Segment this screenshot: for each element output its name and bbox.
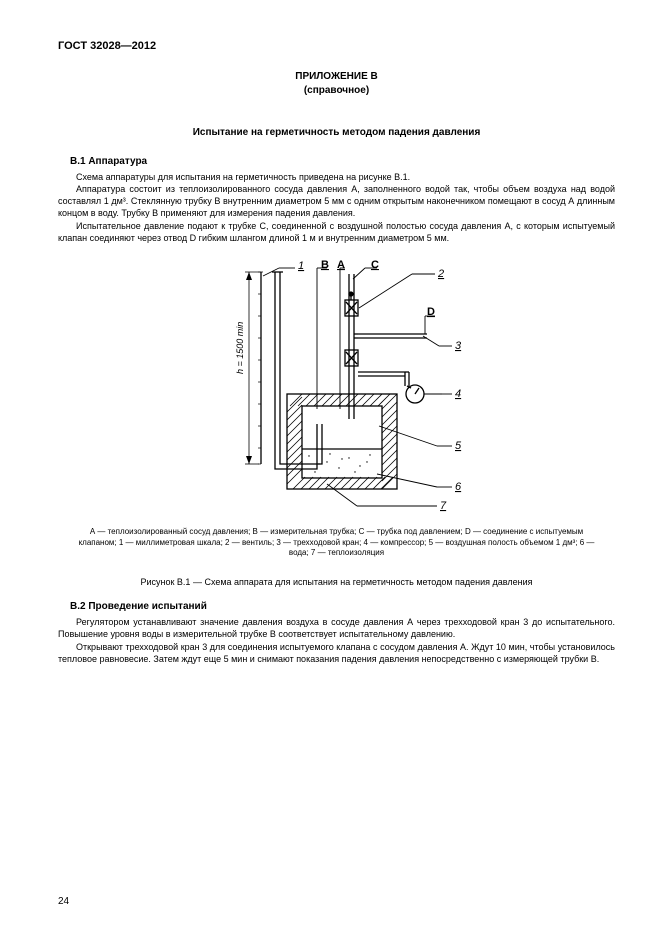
callout-1: 1 xyxy=(298,260,304,272)
label-a: A xyxy=(337,259,345,271)
document-header: ГОСТ 32028—2012 xyxy=(58,40,615,52)
para-b1-1: Схема аппаратуры для испытания на гермет… xyxy=(58,171,615,183)
page: ГОСТ 32028—2012 ПРИЛОЖЕНИЕ В (справочное… xyxy=(0,0,661,935)
callout-7: 7 xyxy=(440,500,447,512)
appendix-line2: (справочное) xyxy=(304,85,369,96)
para-b2-2: Открывают трехходовой кран 3 для соедине… xyxy=(58,641,615,665)
appendix-line1: ПРИЛОЖЕНИЕ В xyxy=(295,71,378,82)
figure-b1: h = 1500 min xyxy=(58,254,615,587)
label-c: C xyxy=(371,259,379,271)
callout-3: 3 xyxy=(455,340,462,352)
figure-legend-text: А — теплоизолированный сосуд давления; В… xyxy=(79,527,595,558)
section-b1-title: В.1 Аппаратура xyxy=(70,156,615,167)
label-d: D xyxy=(427,306,435,318)
callout-2: 2 xyxy=(437,268,444,280)
figure-caption: Рисунок В.1 — Схема аппарата для испытан… xyxy=(58,577,615,587)
para-b2-1: Регулятором устанавливают значение давле… xyxy=(58,616,615,640)
para-b1-2: Аппаратура состоит из теплоизолированног… xyxy=(58,183,615,219)
label-b: B xyxy=(321,259,329,271)
main-title: Испытание на герметичность методом паден… xyxy=(58,127,615,138)
callout-6: 6 xyxy=(455,481,462,493)
page-number: 24 xyxy=(58,896,69,907)
appendix-title: ПРИЛОЖЕНИЕ В (справочное) xyxy=(58,70,615,97)
callout-5: 5 xyxy=(455,440,462,452)
axis-label: h = 1500 min xyxy=(235,322,245,374)
para-b1-3: Испытательное давление подают к трубке С… xyxy=(58,220,615,244)
section-b2-title: В.2 Проведение испытаний xyxy=(70,601,615,612)
apparatus-diagram: h = 1500 min xyxy=(167,254,507,514)
figure-legend: А — теплоизолированный сосуд давления; В… xyxy=(77,527,597,559)
callout-4: 4 xyxy=(455,388,461,400)
